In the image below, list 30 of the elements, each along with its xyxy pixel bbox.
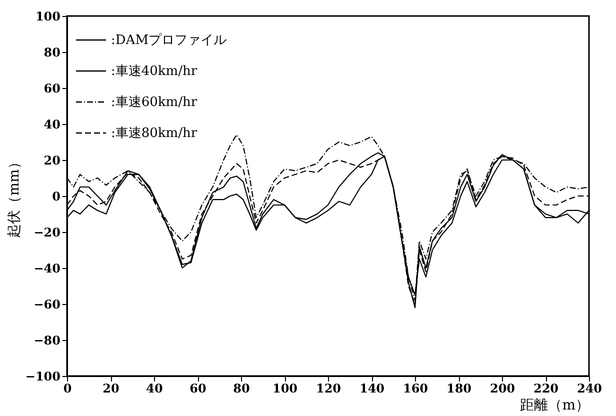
y-tick-label: 20 xyxy=(44,154,60,168)
x-tick-label: 180 xyxy=(446,382,472,396)
x-tick-label: 240 xyxy=(576,382,602,396)
y-tick-label: −40 xyxy=(34,262,60,276)
y-tick-label: −20 xyxy=(34,226,60,240)
x-tick-label: 60 xyxy=(190,382,206,396)
x-tick-label: 40 xyxy=(146,382,163,396)
x-axis-title: 距離（m） xyxy=(520,398,590,414)
x-tick-label: 200 xyxy=(490,382,516,396)
x-tick-label: 20 xyxy=(102,382,120,396)
x-tick-label: 220 xyxy=(533,382,559,396)
y-tick-label: 60 xyxy=(44,82,60,96)
legend-label: :車速80km/hr xyxy=(111,126,198,141)
legend-label: :DAMプロファイル xyxy=(111,33,227,48)
y-tick-label: 100 xyxy=(35,10,60,24)
y-tick-label: −80 xyxy=(34,334,60,348)
x-tick-label: 80 xyxy=(233,382,250,396)
x-tick-label: 140 xyxy=(359,382,385,396)
x-tick-label: 100 xyxy=(272,382,298,396)
y-tick-label: 80 xyxy=(44,46,60,60)
legend-label: :車速40km/hr xyxy=(111,64,198,79)
y-tick-label: 0 xyxy=(52,190,60,204)
legend-label: :車速60km/hr xyxy=(111,95,198,110)
x-tick-label: 160 xyxy=(402,382,428,396)
y-tick-label: −100 xyxy=(25,370,60,384)
y-axis-title: 起伏（mm） xyxy=(6,155,22,238)
y-tick-label: 40 xyxy=(44,118,60,132)
y-tick-label: −60 xyxy=(34,298,60,312)
x-tick-label: 0 xyxy=(63,382,72,396)
x-tick-label: 120 xyxy=(316,382,342,396)
